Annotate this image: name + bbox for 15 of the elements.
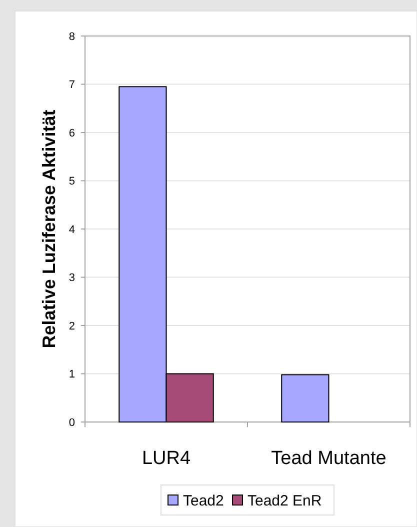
y-tick-label: 4 (68, 224, 75, 236)
y-tick-label: 2 (68, 320, 75, 332)
legend-label: Tead2 (183, 492, 224, 510)
y-tick-label: 0 (68, 416, 75, 429)
y-axis-title: Relative Luziferase Aktivität (39, 110, 59, 348)
y-tick-label: 1 (68, 368, 75, 381)
legend-label: Tead2 EnR (248, 492, 322, 510)
x-tick-label: LUR4 (142, 448, 191, 469)
y-tick-label: 5 (68, 176, 75, 188)
bar (281, 374, 330, 422)
x-tick-label: Tead Mutante (271, 448, 386, 469)
y-tick-label: 6 (68, 127, 75, 140)
y-tick-label: 3 (68, 272, 75, 284)
y-tick-label: 8 (68, 30, 75, 43)
y-tick-label: 7 (68, 79, 75, 92)
